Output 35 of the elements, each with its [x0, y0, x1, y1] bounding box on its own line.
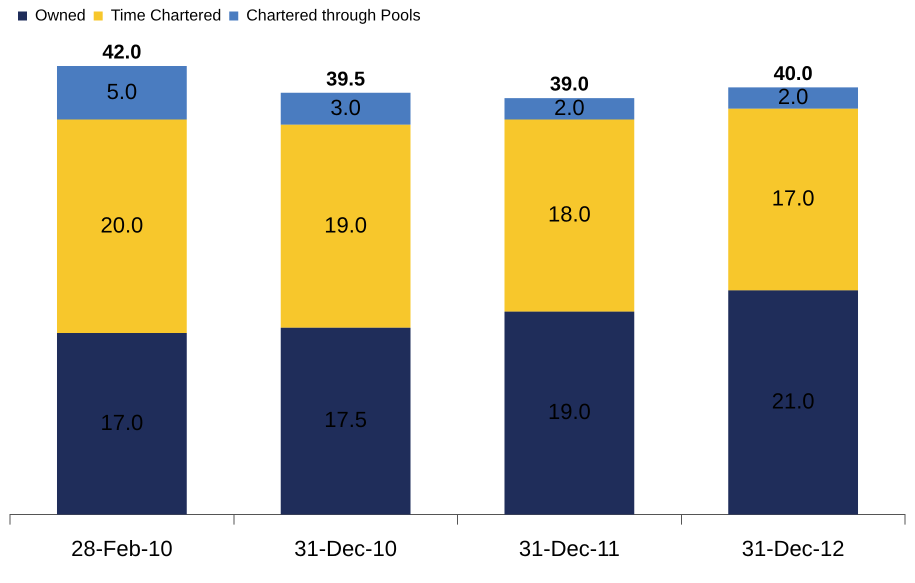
- bar: [56, 119, 187, 334]
- bar: [280, 92, 411, 125]
- bar: [56, 333, 187, 515]
- data-label: 19.0: [548, 399, 591, 424]
- bar: [504, 98, 634, 120]
- data-label: 2.0: [778, 84, 808, 110]
- data-label: 21.0: [772, 388, 815, 414]
- x-tick-label: 31-Dec-12: [742, 536, 844, 561]
- bar: [56, 66, 187, 120]
- total-label: 42.0: [102, 42, 142, 64]
- bar: [280, 328, 411, 515]
- data-label: 17.5: [324, 407, 368, 432]
- bar: [504, 119, 634, 312]
- bar: [728, 108, 858, 290]
- bar: [728, 290, 858, 515]
- legend-label: Owned: [35, 7, 86, 24]
- data-label: 17.0: [772, 186, 815, 211]
- x-tick-label: 31-Dec-11: [518, 536, 620, 561]
- bar: [280, 124, 411, 328]
- legend-label: Time Chartered: [110, 7, 222, 24]
- data-label: 20.0: [100, 212, 144, 238]
- total-label: 40.0: [774, 62, 813, 85]
- bar: [728, 87, 858, 109]
- x-tick-label: 28-Feb-10: [71, 536, 173, 561]
- data-label: 5.0: [106, 78, 138, 104]
- data-label: 3.0: [330, 94, 361, 120]
- data-label: 18.0: [548, 202, 591, 227]
- total-label: 39.5: [326, 68, 366, 90]
- x-tick-label: 31-Dec-10: [294, 536, 397, 561]
- data-label: 2.0: [554, 94, 585, 120]
- bar: [504, 312, 634, 515]
- total-label: 39.0: [550, 74, 589, 96]
- data-label: 17.0: [100, 410, 144, 435]
- data-label: 19.0: [324, 212, 368, 238]
- legend-label: Chartered through Pools: [246, 7, 421, 24]
